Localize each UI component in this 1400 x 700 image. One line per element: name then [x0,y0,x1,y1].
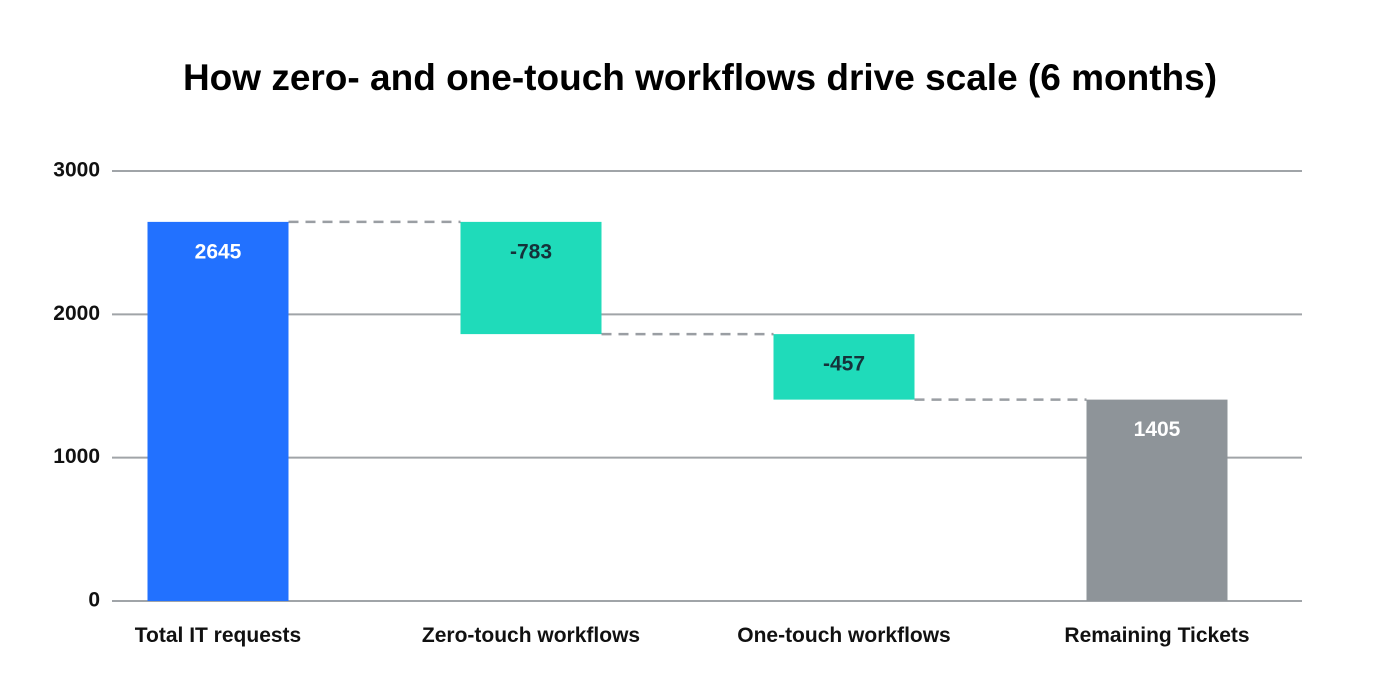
chart-title: How zero- and one-touch workflows drive … [183,57,1217,98]
data-label: 1405 [1134,418,1181,441]
x-tick-label: Total IT requests [134,624,302,647]
bar [1086,399,1228,601]
bar [147,221,289,601]
bar [773,334,915,400]
data-label: -457 [823,353,865,376]
x-tick-label: Zero-touch workflows [421,624,641,647]
y-tick-label: 1000 [53,445,100,468]
y-tick-label: 0 [88,589,100,612]
x-tick-label: One-touch workflows [737,624,951,647]
data-label: -783 [510,240,552,263]
x-tick-label: Remaining Tickets [1064,624,1250,647]
y-tick-label: 2000 [53,302,100,325]
bar [460,221,602,335]
data-label: 2645 [195,240,242,263]
y-tick-label: 3000 [53,159,100,182]
